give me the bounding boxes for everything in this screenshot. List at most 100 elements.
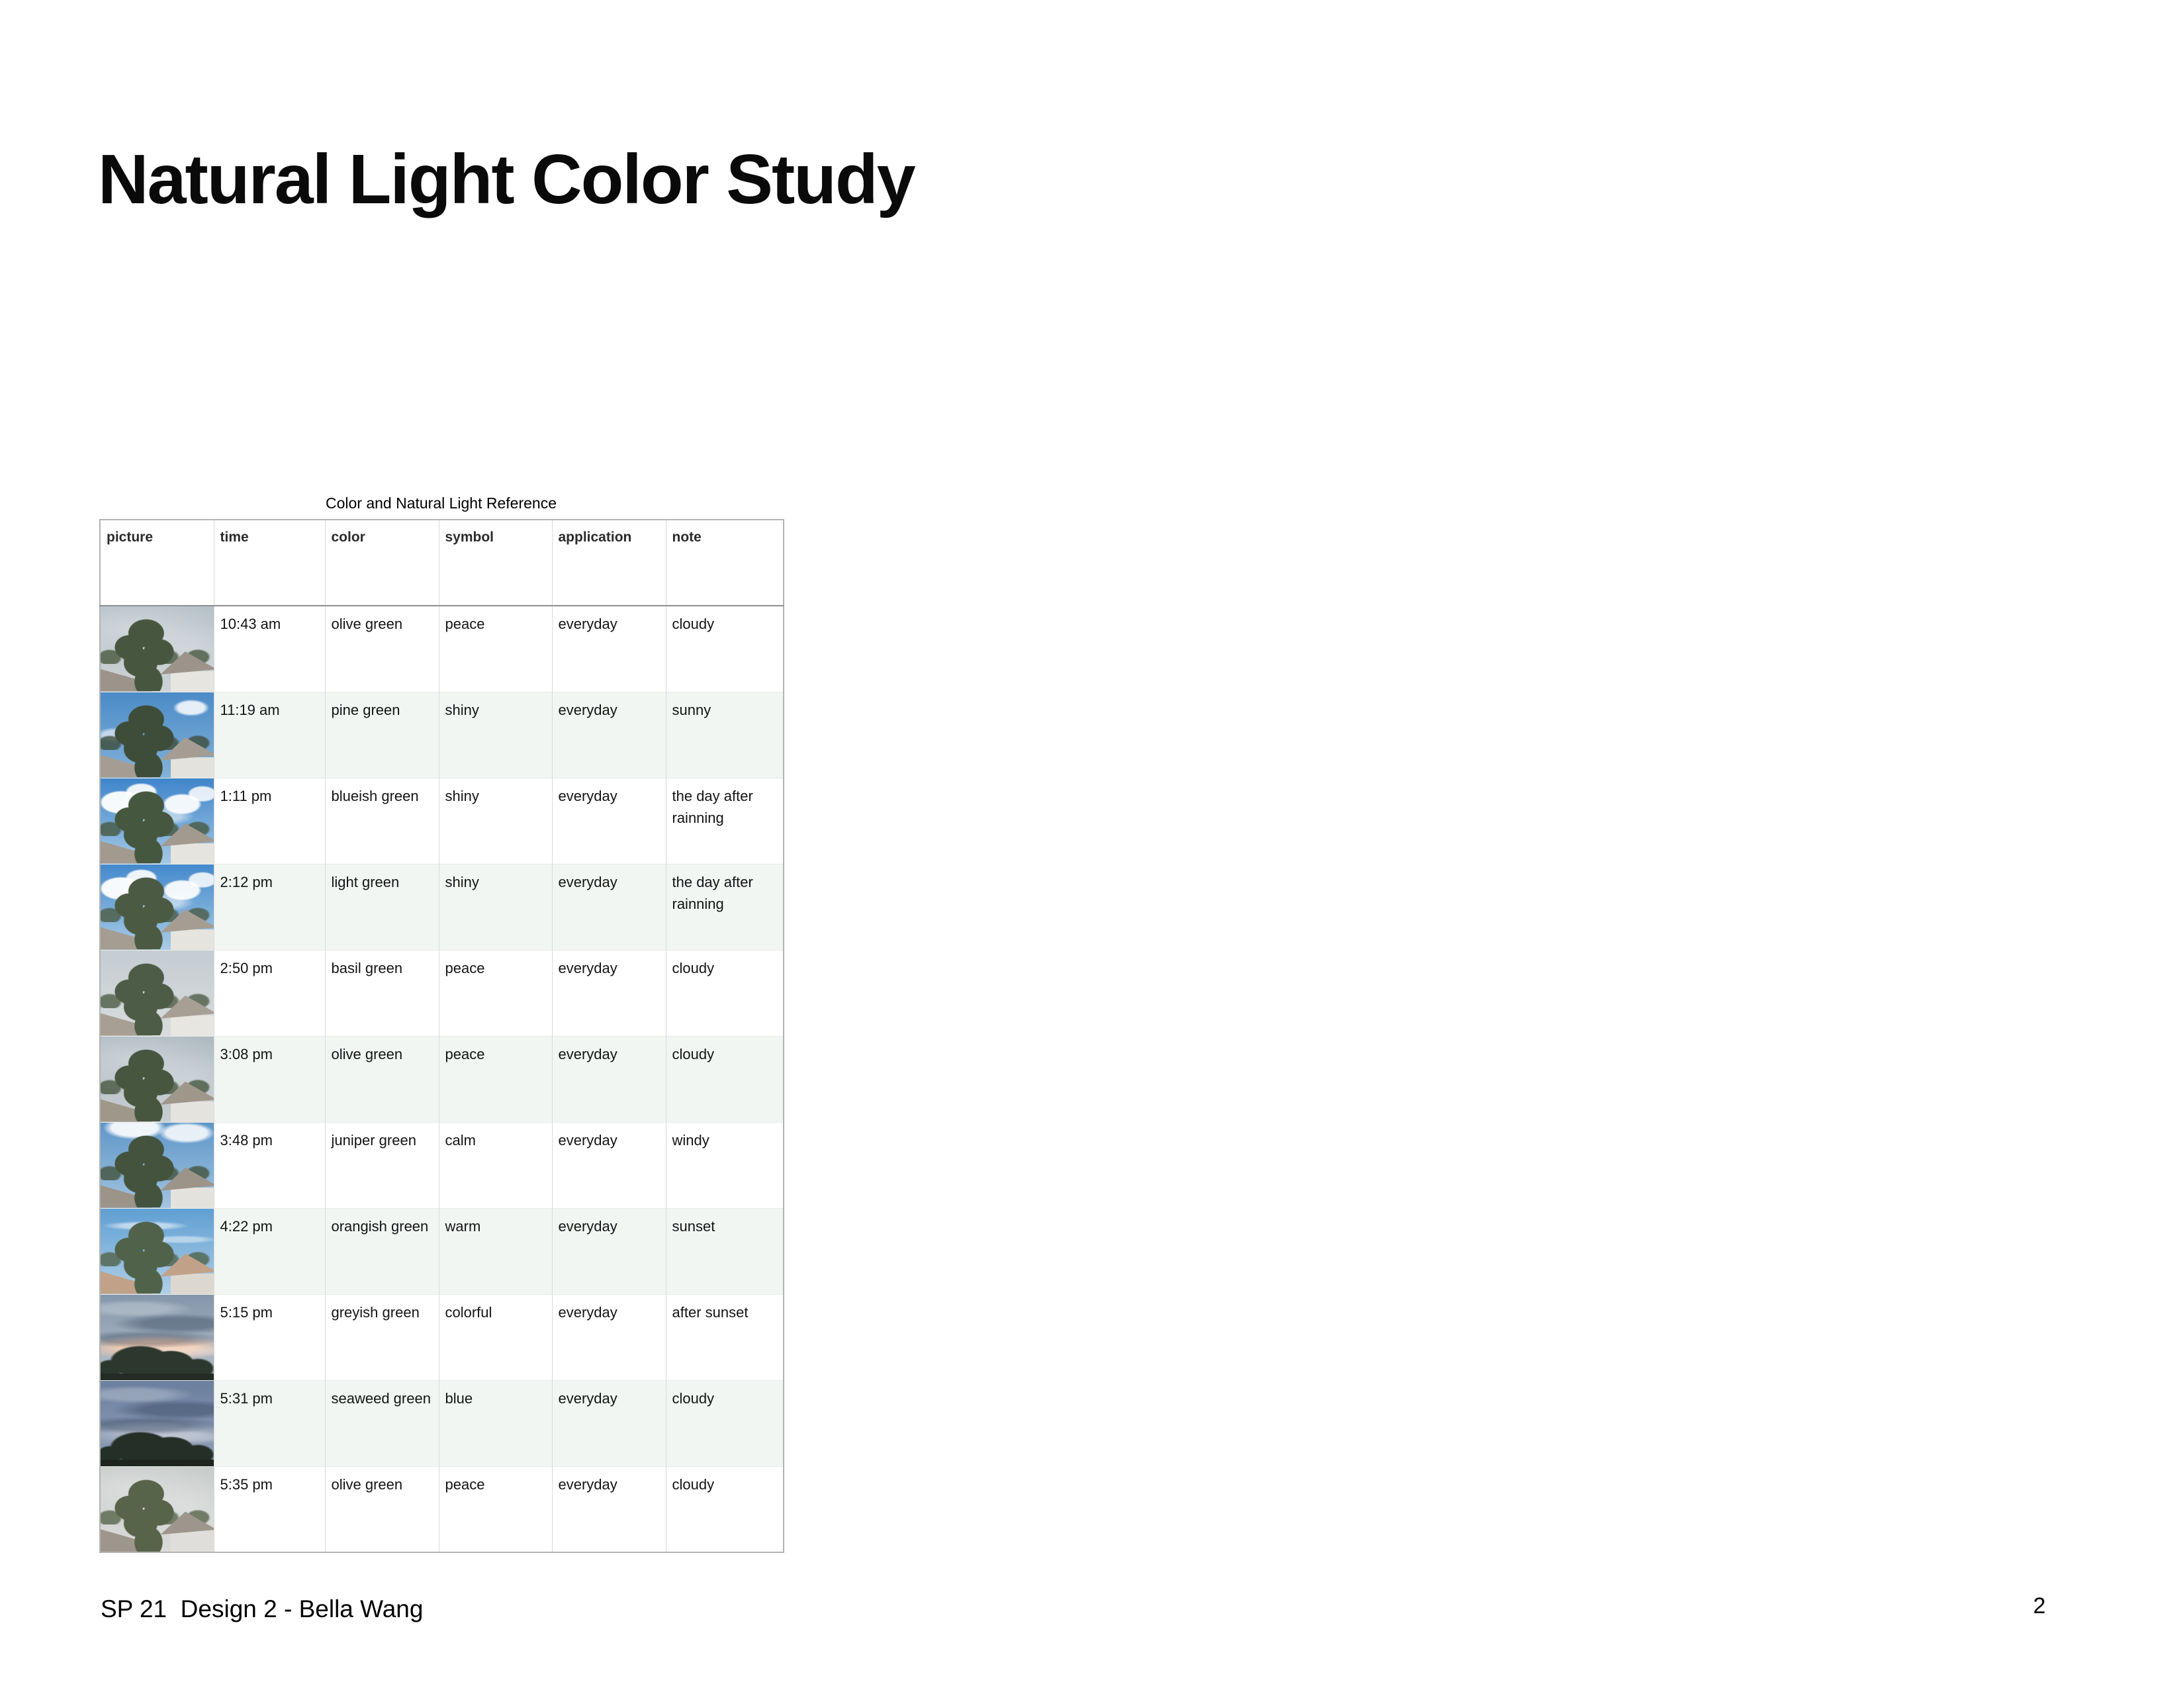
table-row: 5:35 pm olive green peace everyday cloud… [100, 1466, 784, 1552]
note-cell: sunset [665, 1207, 784, 1294]
photo-thumbnail [101, 606, 214, 692]
picture-cell [100, 605, 214, 692]
symbol-cell: shiny [438, 777, 552, 864]
color-cell: olive green [324, 1035, 439, 1122]
note-cell: the day after rainning [665, 777, 784, 864]
color-cell: light green [324, 863, 439, 950]
header-row: picture time color symbol application no… [100, 520, 784, 606]
time-cell: 10:43 am [213, 605, 325, 692]
symbol-cell: calm [438, 1121, 552, 1208]
table-row: 10:43 am olive green peace everyday clou… [100, 605, 784, 692]
symbol-cell: warm [438, 1207, 552, 1294]
table-row: 3:08 pm olive green peace everyday cloud… [100, 1035, 784, 1122]
table-row: 11:19 am pine green shiny everyday sunny [100, 691, 784, 778]
color-cell: greyish green [324, 1293, 439, 1380]
note-cell: windy [665, 1121, 784, 1208]
time-cell: 5:35 pm [213, 1466, 325, 1552]
time-cell: 4:22 pm [213, 1207, 325, 1294]
picture-cell [100, 1035, 214, 1122]
symbol-cell: peace [438, 1035, 552, 1122]
symbol-cell: shiny [438, 863, 552, 950]
symbol-cell: peace [438, 1466, 552, 1552]
photo-thumbnail [101, 692, 214, 778]
picture-cell [100, 691, 214, 778]
picture-cell [100, 949, 214, 1036]
picture-cell [100, 777, 214, 864]
picture-cell [100, 1380, 214, 1466]
page-number: 2 [2033, 1593, 2046, 1618]
table-row: 5:31 pm seaweed green blue everyday clou… [100, 1380, 784, 1466]
column-header-application: application [551, 520, 666, 606]
color-study-table: picture time color symbol application no… [99, 519, 784, 1553]
application-cell: everyday [551, 863, 666, 950]
table-row: 5:15 pm greyish green colorful everyday … [100, 1293, 784, 1380]
color-cell: seaweed green [324, 1380, 439, 1466]
color-cell: olive green [324, 1466, 439, 1552]
application-cell: everyday [551, 1293, 666, 1380]
time-cell: 3:08 pm [213, 1035, 325, 1122]
photo-thumbnail [101, 1123, 214, 1208]
table-body: 10:43 am olive green peace everyday clou… [100, 605, 784, 1552]
note-cell: cloudy [665, 949, 784, 1036]
note-cell: sunny [665, 691, 784, 778]
page-title: Natural Light Color Study [98, 140, 916, 218]
table-caption: Color and Natural Light Reference [325, 494, 557, 512]
color-cell: basil green [324, 949, 439, 1036]
application-cell: everyday [551, 777, 666, 864]
photo-thumbnail [101, 951, 214, 1036]
table-row: 2:50 pm basil green peace everyday cloud… [100, 949, 784, 1036]
application-cell: everyday [551, 1380, 666, 1466]
symbol-cell: colorful [438, 1293, 552, 1380]
note-cell: cloudy [665, 1035, 784, 1122]
photo-thumbnail [101, 1467, 214, 1552]
application-cell: everyday [551, 1121, 666, 1208]
picture-cell [100, 1466, 214, 1552]
color-cell: olive green [324, 605, 439, 692]
table-row: 2:12 pm light green shiny everyday the d… [100, 863, 784, 950]
footer-credit: SP 21 Design 2 - Bella Wang [101, 1595, 424, 1622]
picture-cell [100, 1207, 214, 1294]
table-header: picture time color symbol application no… [100, 520, 784, 606]
application-cell: everyday [551, 1466, 666, 1552]
photo-thumbnail [101, 1295, 214, 1380]
symbol-cell: peace [438, 605, 552, 692]
column-header-note: note [665, 520, 784, 606]
color-cell: orangish green [324, 1207, 439, 1294]
table-row: 3:48 pm juniper green calm everyday wind… [100, 1121, 784, 1208]
column-header-time: time [213, 520, 325, 606]
time-cell: 5:31 pm [213, 1380, 325, 1466]
symbol-cell: shiny [438, 691, 552, 778]
note-cell: after sunset [665, 1293, 784, 1380]
time-cell: 2:12 pm [213, 863, 325, 950]
column-header-color: color [324, 520, 439, 606]
photo-thumbnail [101, 1209, 214, 1294]
photo-thumbnail [101, 1037, 214, 1122]
time-cell: 3:48 pm [213, 1121, 325, 1208]
note-cell: cloudy [665, 1466, 784, 1552]
time-cell: 5:15 pm [213, 1293, 325, 1380]
symbol-cell: peace [438, 949, 552, 1036]
application-cell: everyday [551, 949, 666, 1036]
color-cell: pine green [324, 691, 439, 778]
time-cell: 11:19 am [213, 691, 325, 778]
color-cell: blueish green [324, 777, 439, 864]
table-row: 1:11 pm blueish green shiny everyday the… [100, 777, 784, 864]
symbol-cell: blue [438, 1380, 552, 1466]
column-header-picture: picture [100, 520, 214, 606]
column-header-symbol: symbol [438, 520, 552, 606]
picture-cell [100, 863, 214, 950]
note-cell: cloudy [665, 605, 784, 692]
photo-thumbnail [101, 1381, 214, 1466]
table-row: 4:22 pm orangish green warm everyday sun… [100, 1207, 784, 1294]
note-cell: the day after rainning [665, 863, 784, 950]
application-cell: everyday [551, 691, 666, 778]
note-cell: cloudy [665, 1380, 784, 1466]
time-cell: 1:11 pm [213, 777, 325, 864]
application-cell: everyday [551, 605, 666, 692]
color-cell: juniper green [324, 1121, 439, 1208]
photo-thumbnail [101, 778, 214, 864]
time-cell: 2:50 pm [213, 949, 325, 1036]
application-cell: everyday [551, 1207, 666, 1294]
photo-thumbnail [101, 865, 214, 950]
